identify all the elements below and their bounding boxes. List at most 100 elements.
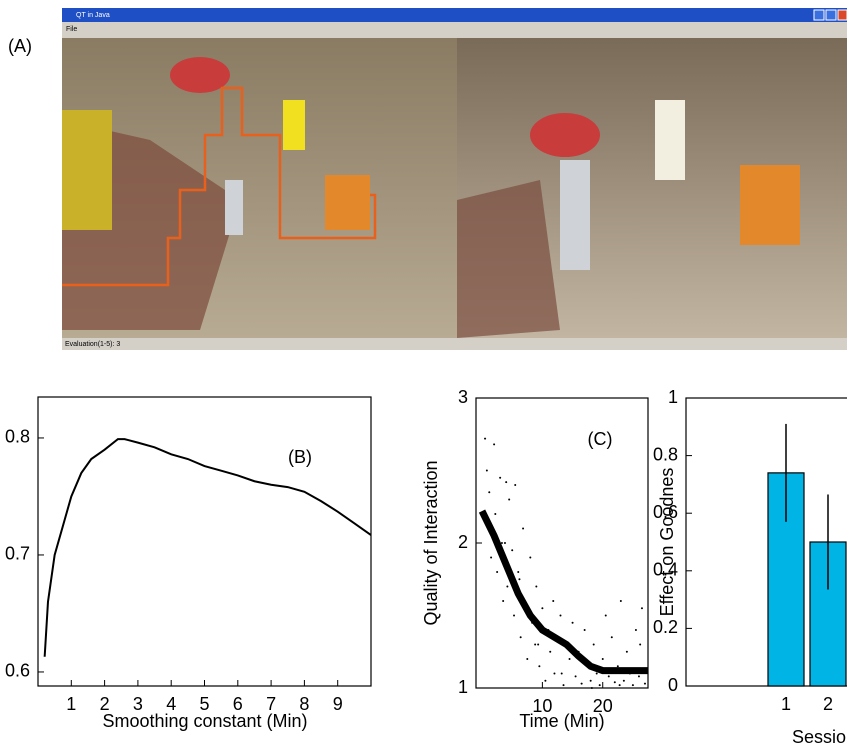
title-bar (62, 8, 847, 22)
point (517, 571, 519, 573)
point (644, 683, 646, 685)
y-tick-label: 0.6 (5, 661, 30, 681)
y-axis-label: Effect on Goodnes (657, 468, 677, 617)
point (490, 557, 492, 559)
point (632, 684, 634, 686)
point (534, 644, 536, 646)
point (538, 665, 540, 667)
point (518, 578, 520, 580)
point (496, 571, 498, 573)
child (283, 100, 305, 150)
status-bar (62, 338, 847, 350)
point (505, 481, 507, 483)
point (561, 673, 563, 675)
point (544, 680, 546, 682)
point (563, 684, 565, 686)
point (506, 586, 508, 588)
robot (225, 180, 243, 235)
point (511, 549, 513, 551)
point (493, 443, 495, 445)
point (501, 542, 503, 544)
point (526, 658, 528, 660)
point (499, 477, 501, 479)
child (740, 165, 800, 245)
point (535, 586, 537, 588)
screenshot: QT in Java File Evaluation(1-5): 3 (62, 8, 847, 350)
window-title: QT in Java (76, 12, 110, 19)
point (508, 499, 510, 501)
x-axis-label: Session (792, 727, 847, 747)
point (522, 528, 524, 530)
point (494, 513, 496, 515)
y-tick-label: 2 (458, 532, 468, 552)
x-axis-label: Time (Min) (519, 711, 604, 731)
point (575, 675, 577, 677)
point (484, 438, 486, 440)
point (486, 470, 488, 472)
point (581, 683, 583, 685)
point (569, 658, 571, 660)
fit-line (482, 511, 648, 670)
cushion (530, 113, 600, 157)
couch (62, 110, 112, 230)
point (611, 636, 613, 638)
point (537, 644, 539, 646)
point (620, 600, 622, 602)
y-tick-label: 1 (458, 677, 468, 697)
point (626, 651, 628, 653)
y-tick-label: 0 (668, 675, 678, 695)
point (514, 484, 516, 486)
point (605, 615, 607, 617)
point (617, 665, 619, 667)
annotation: (B) (288, 447, 312, 467)
y-tick-label: 0.2 (653, 617, 678, 637)
y-tick-label: 1 (668, 387, 678, 407)
axes-frame (38, 397, 371, 686)
menu-file[interactable]: File (66, 26, 77, 33)
x-tick-label: 2 (823, 694, 833, 714)
point (602, 658, 604, 660)
annotation: (C) (588, 429, 613, 449)
figure: QT in Java File Evaluation(1-5): 3 (A) 0… (0, 0, 847, 748)
point (635, 629, 637, 631)
point (639, 644, 641, 646)
y-axis-label: Quality of Interaction (421, 460, 441, 625)
point (619, 684, 621, 686)
point (608, 675, 610, 677)
y-tick-label: 3 (458, 387, 468, 407)
point (559, 615, 561, 617)
point (596, 673, 598, 675)
point (502, 600, 504, 602)
point (591, 687, 593, 689)
y-tick-label: 0.8 (5, 427, 30, 447)
point (623, 680, 625, 682)
line (45, 439, 371, 657)
y-tick-label: 0.7 (5, 544, 30, 564)
point (541, 607, 543, 609)
point (572, 622, 574, 624)
point (641, 607, 643, 609)
panel-label: (A) (8, 36, 32, 56)
max-button[interactable] (826, 10, 836, 20)
x-axis-label: Smoothing constant (Min) (102, 711, 307, 731)
point (513, 615, 515, 617)
point (614, 681, 616, 683)
min-button[interactable] (814, 10, 824, 20)
point (599, 684, 601, 686)
point (488, 491, 490, 493)
page: {"panel_a":{"label":"(A)","window_title"… (0, 0, 847, 748)
robot (560, 160, 590, 270)
point (549, 651, 551, 653)
point (584, 629, 586, 631)
x-tick-label: 9 (333, 694, 343, 714)
child (655, 100, 685, 180)
point (520, 636, 522, 638)
point (552, 600, 554, 602)
child (325, 175, 370, 230)
point (593, 644, 595, 646)
y-tick-label: 0.8 (653, 444, 678, 464)
point (529, 557, 531, 559)
point (590, 680, 592, 682)
close-button[interactable] (838, 10, 847, 20)
x-tick-label: 1 (781, 694, 791, 714)
